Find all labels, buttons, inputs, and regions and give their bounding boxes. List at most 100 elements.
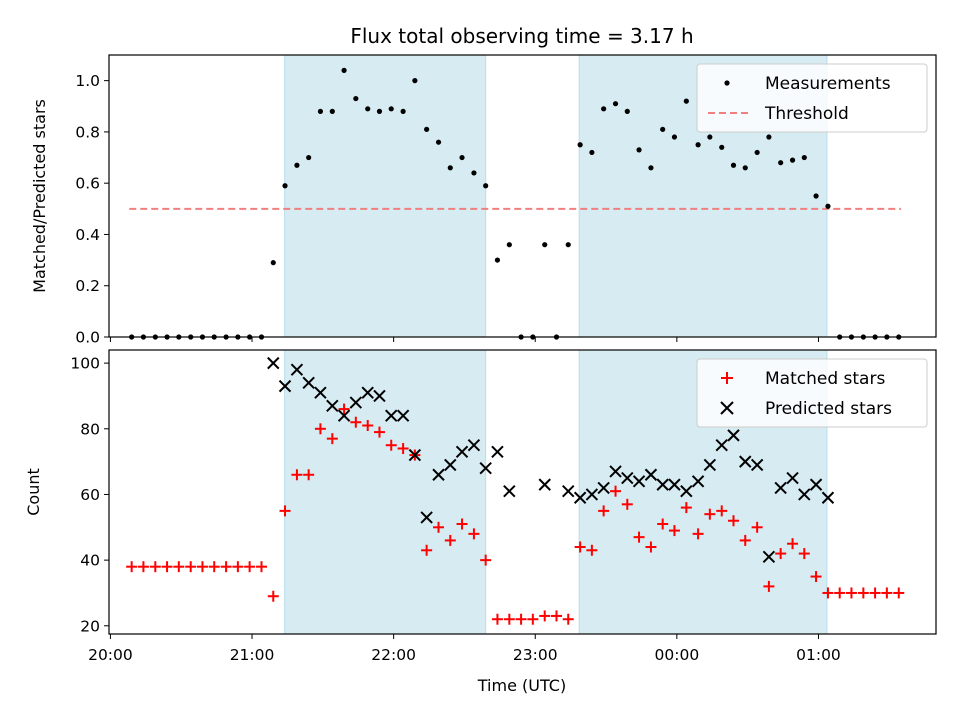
matched-star-point — [610, 485, 622, 497]
bottom-x-tick-label: 21:00 — [230, 646, 275, 664]
predicted-star-point — [314, 386, 327, 399]
matched-star-point — [881, 587, 893, 599]
predicted-star-point — [715, 439, 728, 452]
matched-star-point — [739, 534, 751, 546]
bottom-y-tick-label: 80 — [80, 420, 100, 438]
predicted-star-d2 — [538, 478, 551, 491]
matched-star-point — [232, 561, 244, 573]
measurement-point — [789, 157, 796, 163]
predicted-star-d2 — [373, 389, 386, 403]
matched-star-point — [668, 525, 680, 537]
predicted-star-d2 — [396, 409, 410, 422]
predicted-star-point — [408, 448, 422, 462]
predicted-star-point — [432, 468, 445, 481]
matched-star-point — [244, 561, 256, 573]
predicted-star-d2 — [302, 376, 315, 390]
predicted-star-d2 — [597, 481, 610, 495]
measurement-point — [483, 183, 489, 189]
bottom-y-tick-label: 20 — [80, 617, 100, 635]
predicted-star-d2 — [621, 471, 634, 485]
matched-star-point — [196, 561, 208, 573]
legend-matched-marker — [721, 372, 733, 384]
predicted-star-d2 — [632, 475, 646, 488]
matched-star-point — [621, 498, 633, 510]
top-panel: 0.0 0.2 0.4 0.6 0.8 1.0 Flux total observing … — [30, 24, 937, 347]
measurement-point — [542, 242, 548, 248]
matched-star-point — [857, 587, 869, 599]
predicted-star-point — [680, 484, 693, 498]
matched-star-point — [314, 423, 326, 435]
predicted-star-point — [479, 461, 492, 475]
predicted-star-point — [444, 458, 457, 472]
matched-star-point — [421, 544, 433, 556]
measurement-point — [825, 203, 831, 209]
matched-star-point — [562, 613, 574, 625]
matched-star-point — [256, 561, 268, 573]
measurement-point — [589, 149, 595, 156]
predicted-star-d2 — [798, 488, 811, 501]
measurement-point — [778, 160, 784, 166]
predicted-star-point — [821, 491, 835, 504]
predicted-star-d2 — [267, 356, 280, 370]
matched-star-point — [491, 613, 503, 625]
top-legend: Measurements Threshold — [696, 63, 928, 133]
matched-star-point — [220, 561, 232, 573]
measurement-point — [494, 257, 501, 263]
predicted-star-d2 — [691, 475, 705, 488]
bottom-x-axis-label: Time (UTC) — [477, 676, 566, 695]
predicted-star-point — [739, 455, 752, 468]
predicted-star-point — [585, 488, 599, 501]
measurement-point — [376, 108, 383, 114]
legend-matched-label: Matched stars — [765, 369, 885, 389]
top-axes-frame — [108, 54, 937, 338]
predicted-stars-points — [267, 356, 835, 564]
top-y-tick-label: 1.0 — [75, 72, 100, 90]
bottom-panel: 20 40 60 80 100 20:00 21:00 22:00 23:00 00:00 01:… — [24, 349, 937, 695]
predicted-star-point — [798, 488, 811, 501]
shaded-region-1 — [284, 54, 487, 338]
matched-star-point — [137, 561, 149, 573]
matched-star-point — [149, 561, 161, 573]
predicted-star-d2 — [467, 439, 481, 452]
legend-measurements-marker — [724, 80, 730, 86]
predicted-star-point — [786, 471, 799, 485]
matched-star-point — [763, 580, 775, 592]
bottom-x-tick-label: 23:00 — [513, 646, 558, 664]
predicted-star-d2 — [562, 484, 575, 498]
measurement-point — [365, 106, 371, 112]
bottom-y-tick-label: 40 — [80, 552, 100, 570]
measurement-point — [695, 142, 701, 148]
predicted-star-d2 — [762, 550, 776, 564]
predicted-star-d2 — [278, 379, 292, 393]
matched-star-point — [480, 554, 492, 566]
matched-star-point — [834, 587, 846, 599]
matched-star-point — [456, 518, 468, 530]
predicted-star-d2 — [455, 445, 469, 458]
matched-star-point — [586, 544, 598, 556]
matched-star-point — [657, 518, 669, 530]
matched-star-point — [550, 610, 562, 622]
predicted-star-point — [373, 389, 386, 403]
predicted-star-point — [396, 409, 410, 422]
matched-star-point — [267, 590, 279, 602]
matched-star-point — [680, 502, 692, 514]
predicted-star-point — [337, 409, 351, 422]
matched-star-point — [338, 403, 350, 415]
top-y-ticks: 0.0 0.2 0.4 0.6 0.8 1.0 — [75, 72, 109, 347]
predicted-star-point — [361, 386, 374, 399]
matched-star-point — [515, 613, 527, 625]
measurement-point — [707, 134, 713, 140]
predicted-star-d2 — [680, 484, 693, 498]
matched-star-point — [385, 439, 397, 451]
predicted-star-d2 — [668, 478, 681, 491]
predicted-star-point — [632, 475, 646, 488]
top-y-tick-label: 0.2 — [75, 277, 100, 295]
predicted-star-point — [573, 491, 587, 504]
predicted-star-point — [727, 429, 740, 442]
predicted-star-point — [656, 478, 669, 491]
matched-star-point — [787, 538, 799, 550]
measurement-point — [624, 108, 630, 114]
predicted-star-point — [302, 376, 315, 390]
measurement-point — [459, 154, 465, 161]
